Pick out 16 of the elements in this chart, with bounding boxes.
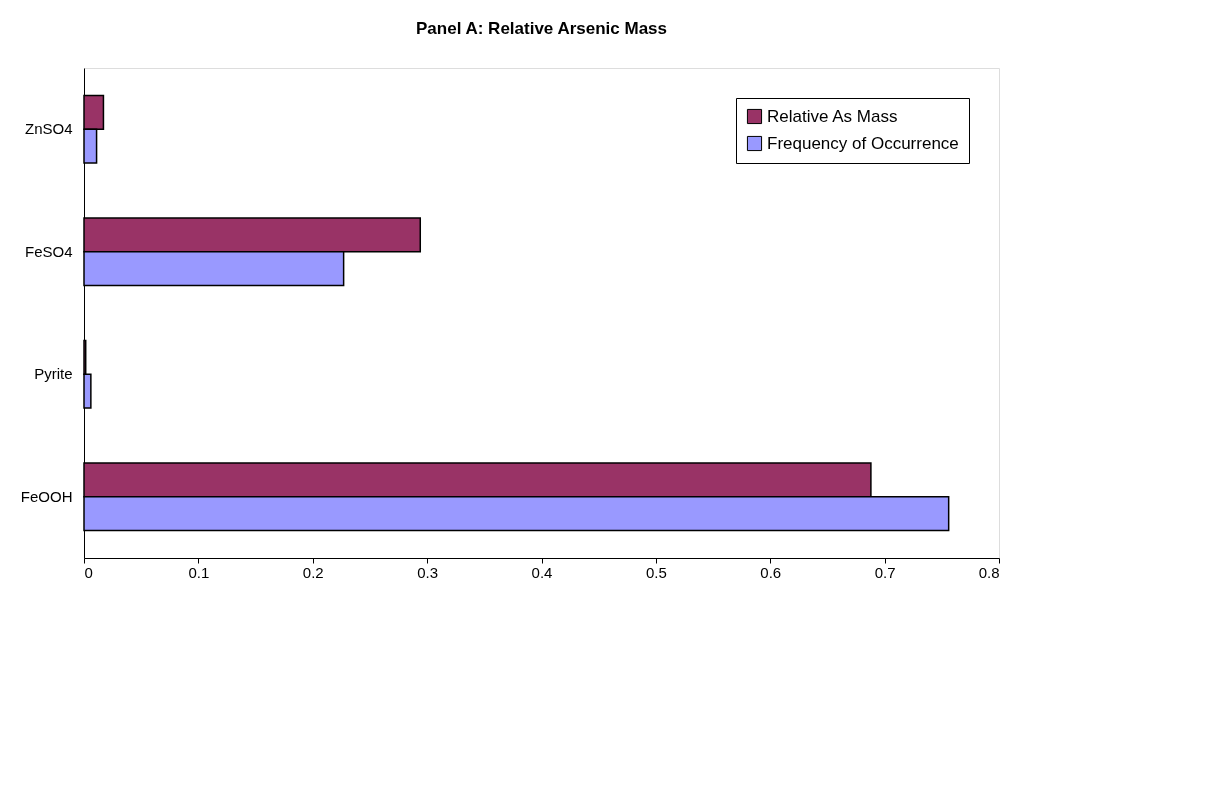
x-tick-label: 0.3 <box>417 563 439 581</box>
y-tick-label: Pyrite <box>34 365 73 383</box>
x-tick-label: 0 <box>84 563 93 581</box>
x-tick-label: 0.2 <box>302 563 324 581</box>
y-tick-label: FeSO4 <box>24 242 73 260</box>
x-tick-label: 0.1 <box>188 563 210 581</box>
x-tick-label: 0.7 <box>874 563 896 581</box>
chart-title: Panel A: Relative Arsenic Mass <box>415 19 668 38</box>
x-tick-label: 0.6 <box>760 563 782 581</box>
x-tick-label: 0.8 <box>978 563 1000 581</box>
y-tick-label: FeOOH <box>20 487 73 505</box>
x-tick-label: 0.5 <box>645 563 667 581</box>
x-tick-label: 0.4 <box>531 563 553 581</box>
legend-label: Frequency of Occurrence <box>767 133 959 153</box>
legend-label: Relative As Mass <box>767 106 898 126</box>
y-tick-label: ZnSO4 <box>24 120 73 138</box>
